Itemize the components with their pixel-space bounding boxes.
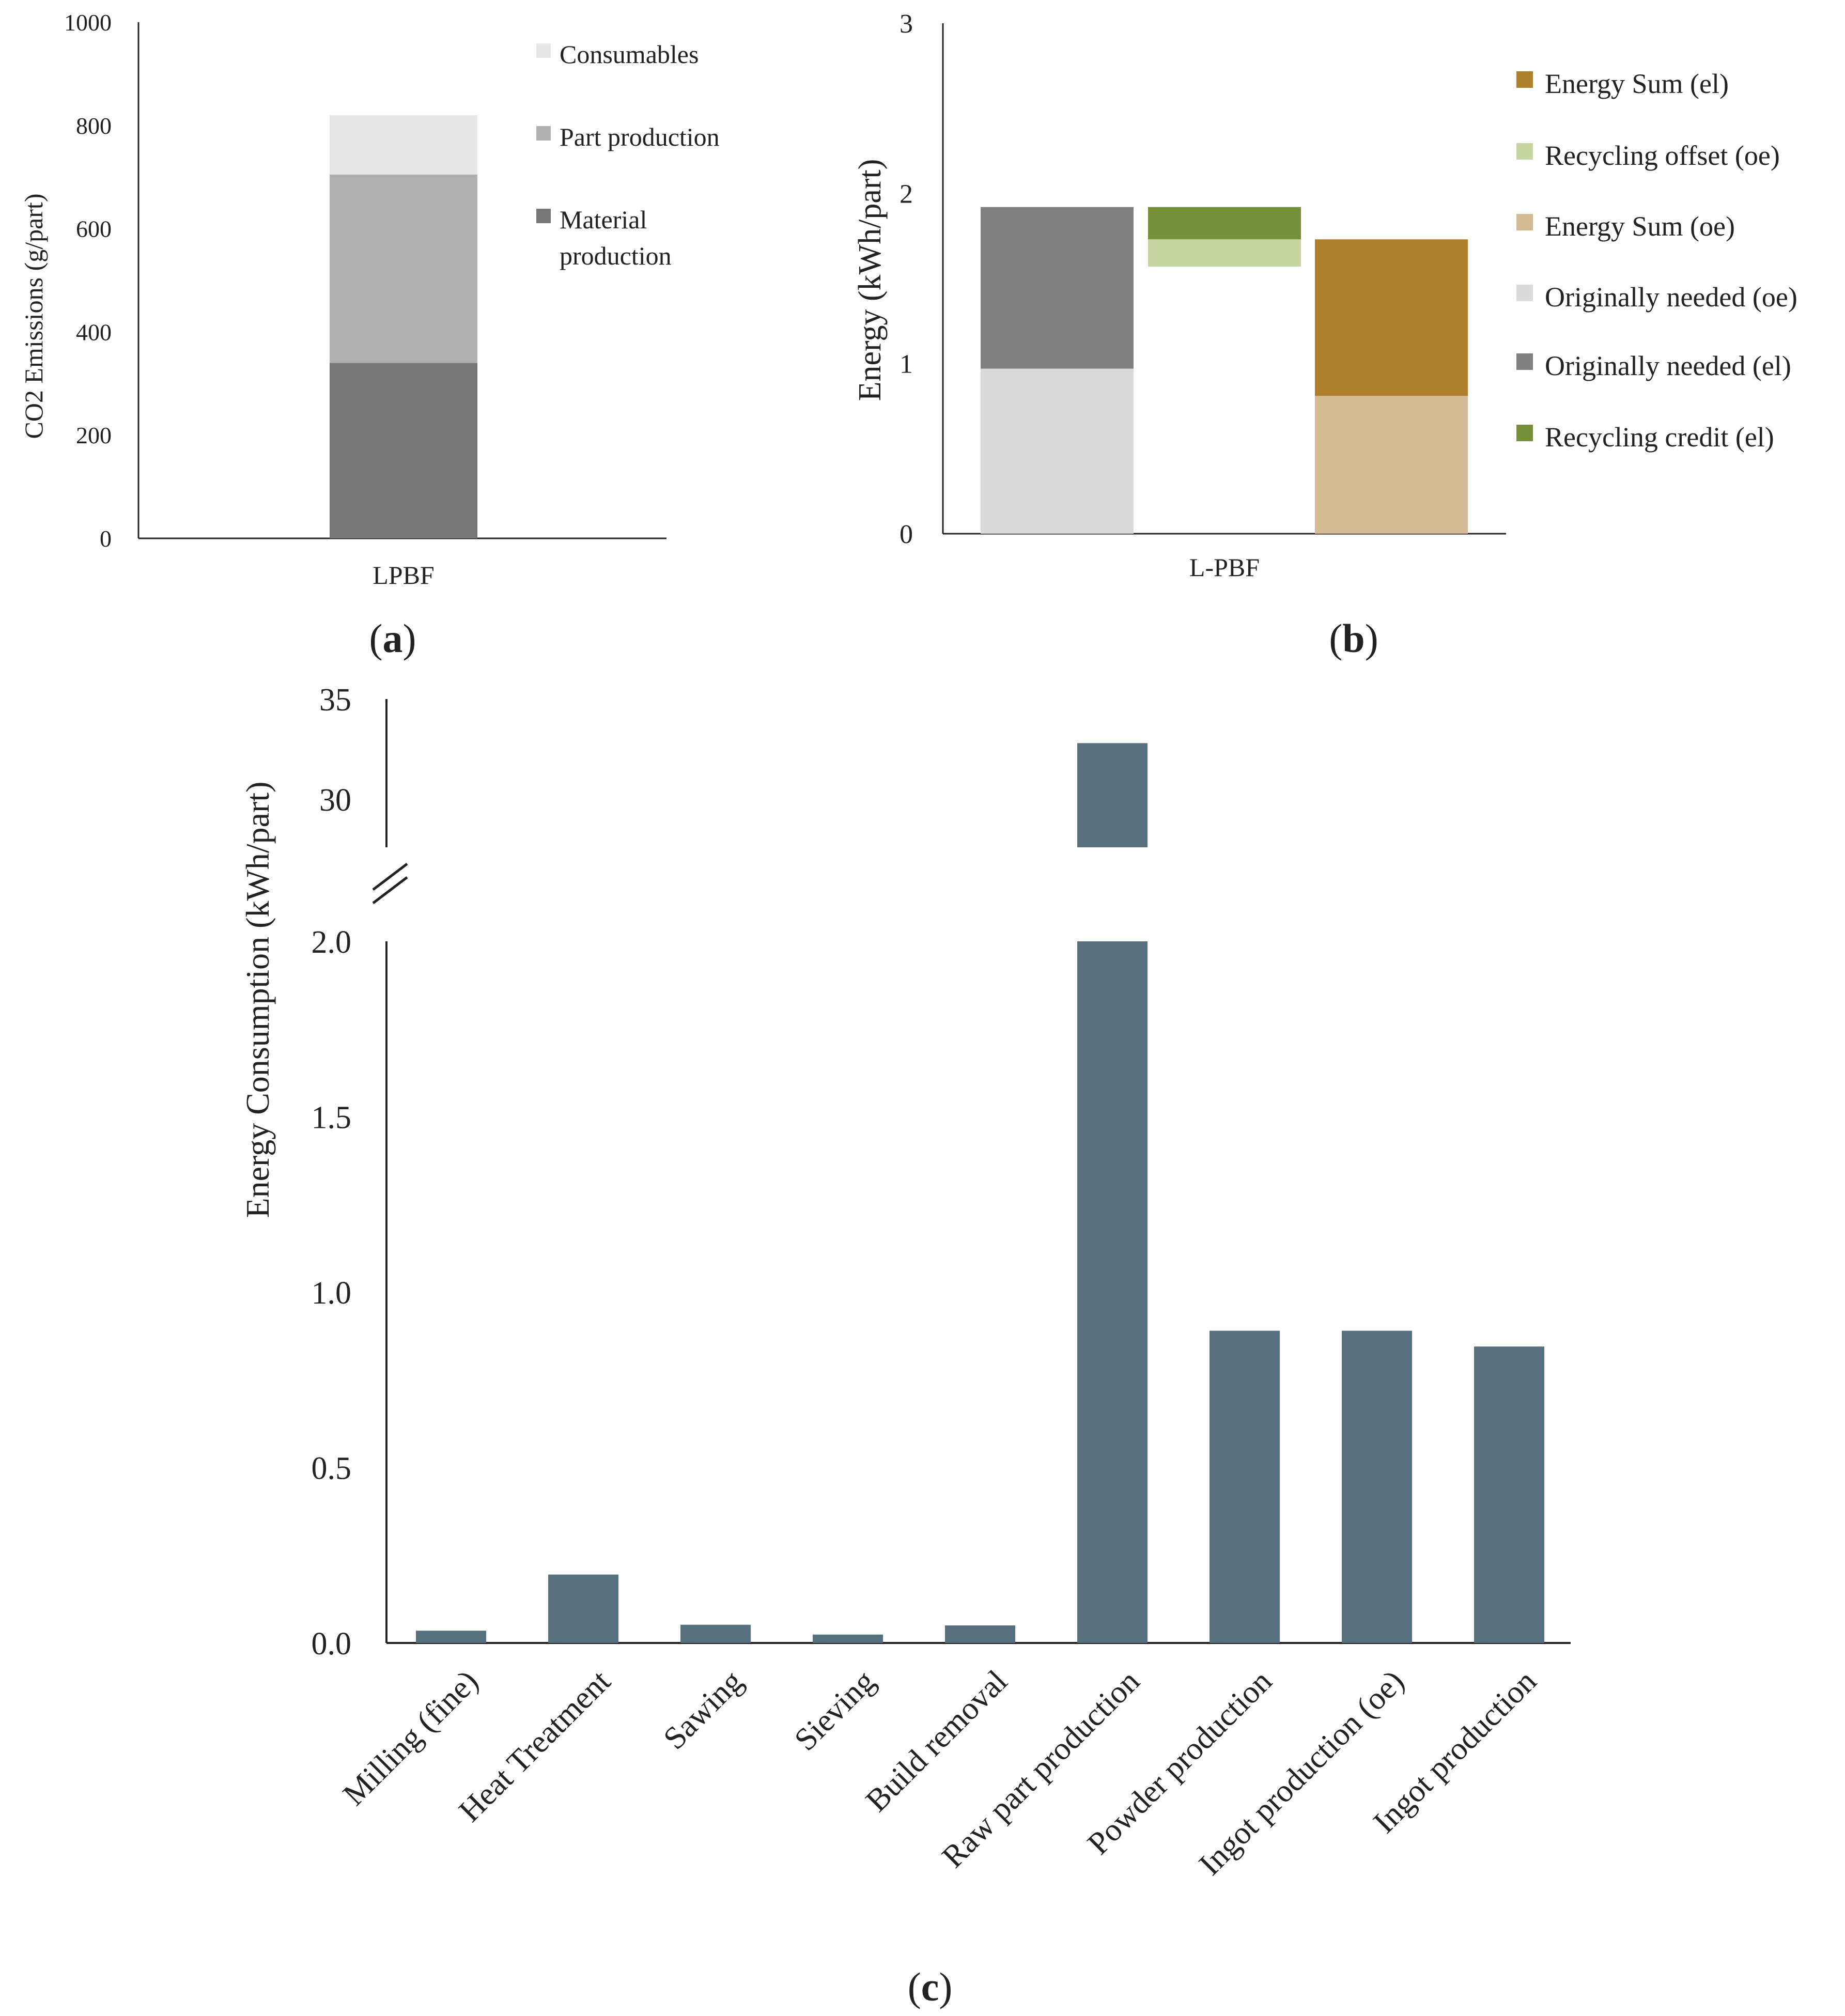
- panel-a-bar-consumables: [330, 115, 477, 175]
- panel-a-caption-letter: a: [383, 616, 403, 661]
- panel-b-plot-area: 0 1 2 3 L-PBF: [900, 9, 1506, 582]
- panel-a-ytick-label: 600: [76, 216, 112, 242]
- panel-c-chart: Energy Consumption (kWh/part) 0.0 0.5 1.0 1…: [239, 683, 1571, 2009]
- panel-a-ytick-label: 1000: [64, 9, 112, 36]
- panel-b-ylabel: Energy (kWh/part): [852, 159, 888, 401]
- panel-b-bar-recycling-offset-oe: [1148, 239, 1301, 267]
- panel-c-bar: [416, 1631, 486, 1643]
- panel-b-xtick-label: L-PBF: [1189, 553, 1260, 582]
- panel-b-ytick-label: 3: [900, 9, 913, 39]
- panel-c-bar: [945, 1625, 1015, 1643]
- panel-b-legend-swatch: [1516, 425, 1533, 441]
- panel-b-legend-label: Originally needed (oe): [1545, 282, 1797, 313]
- panel-c-xtick-label: Sieving: [788, 1664, 882, 1758]
- panel-a-bar-material-production: [330, 363, 477, 538]
- panel-b-bar-energy-sum-el: [1315, 239, 1468, 396]
- panel-a-legend-label: Material: [560, 205, 647, 234]
- panel-b-bar-recycling-credit-el: [1148, 207, 1301, 240]
- panel-c-ytick-label: 1.5: [312, 1100, 352, 1136]
- panel-b-ytick-label: 0: [900, 520, 913, 549]
- panel-a-bar-part-production: [330, 174, 477, 363]
- panel-c-ylabel: Energy Consumption (kWh/part): [239, 782, 276, 1218]
- panel-b-chart: Energy (kWh/part) 0 1 2 3 L-PBF Energy Sum (…: [852, 9, 1797, 661]
- panel-c-bar: [1210, 1330, 1280, 1643]
- panel-a-legend-label: Consumables: [560, 40, 699, 69]
- panel-b-ytick-label: 2: [900, 179, 913, 209]
- panel-a-caption: (a): [369, 616, 416, 661]
- panel-c-ytick-label: 30: [319, 783, 351, 818]
- panel-c-ytick-label: 0.5: [312, 1451, 352, 1486]
- panel-b-legend-swatch: [1516, 285, 1533, 301]
- panel-c-caption-letter: c: [921, 1964, 939, 2009]
- panel-b-legend-swatch: [1516, 353, 1533, 370]
- panel-c-bar: [813, 1634, 883, 1643]
- panel-a-legend-swatch: [536, 43, 551, 58]
- panel-b-legend-label: Recycling credit (el): [1545, 422, 1774, 453]
- panel-c-ytick-label: 35: [319, 683, 351, 718]
- panel-b-ytick-label: 1: [900, 350, 913, 379]
- panel-a-ytick-label: 800: [76, 113, 112, 139]
- panel-c-bar: [1474, 1346, 1544, 1643]
- panel-b-caption: (b): [1329, 616, 1378, 661]
- panel-b-legend-label: Originally needed (el): [1545, 350, 1791, 381]
- panel-a-legend: Consumables Part production Material produc…: [536, 40, 720, 270]
- panel-a-legend-label: production: [560, 241, 672, 270]
- panel-c-axis-break-mark: [372, 876, 408, 904]
- panel-c-bar-upper-segment: [1077, 743, 1148, 847]
- panel-a-plot-area: 0 200 400 600 800 1000 LPBF: [64, 9, 666, 590]
- panel-c-ytick-label: 2.0: [312, 925, 352, 960]
- panel-b-bar-energy-sum-oe: [1315, 396, 1468, 534]
- panel-b-legend-swatch: [1516, 71, 1533, 88]
- panel-a-xtick-label: LPBF: [373, 561, 435, 590]
- panel-b-caption-letter: b: [1342, 616, 1365, 661]
- panel-a-ytick-label: 200: [76, 422, 112, 448]
- panel-b-legend-label: Recycling offset (oe): [1545, 140, 1780, 171]
- panel-b-legend-label: Energy Sum (oe): [1545, 211, 1735, 242]
- panel-c-xtick-label: Milling (fine): [336, 1664, 485, 1812]
- panel-a-ylabel: CO2 Emissions (g/part): [19, 194, 48, 439]
- panel-b-bar-originally-needed-oe: [981, 368, 1134, 534]
- panel-c-bar: [1342, 1330, 1412, 1643]
- panel-a-legend-swatch: [536, 126, 551, 141]
- panel-a-chart: CO2 Emissions (g/part) 0 200 400 600 800 1000…: [19, 9, 720, 661]
- panel-b-legend-swatch: [1516, 214, 1533, 230]
- panel-a-legend-label: Part production: [560, 122, 720, 151]
- panel-b-legend-swatch: [1516, 143, 1533, 160]
- panel-c-axis-break-mark: [372, 863, 408, 891]
- panel-a-legend-swatch: [536, 209, 551, 223]
- panel-b-legend: Energy Sum (el) Recycling offset (oe) Ener…: [1516, 68, 1797, 453]
- panel-c-ytick-label: 1.0: [312, 1276, 352, 1311]
- panel-a-ytick-label: 400: [76, 319, 112, 345]
- panel-c-bar: [548, 1574, 618, 1643]
- panel-c-xtick-label: Sawing: [657, 1664, 750, 1757]
- panel-b-bar-originally-needed-el: [981, 207, 1134, 369]
- panel-c-bar-lower-segment: [1077, 941, 1148, 1643]
- panel-c-bar: [680, 1624, 751, 1643]
- panel-c-caption: (c): [908, 1964, 953, 2009]
- panel-a-ytick-label: 0: [100, 525, 112, 552]
- panel-b-legend-label: Energy Sum (el): [1545, 68, 1729, 99]
- panel-c-ytick-label: 0.0: [312, 1626, 352, 1662]
